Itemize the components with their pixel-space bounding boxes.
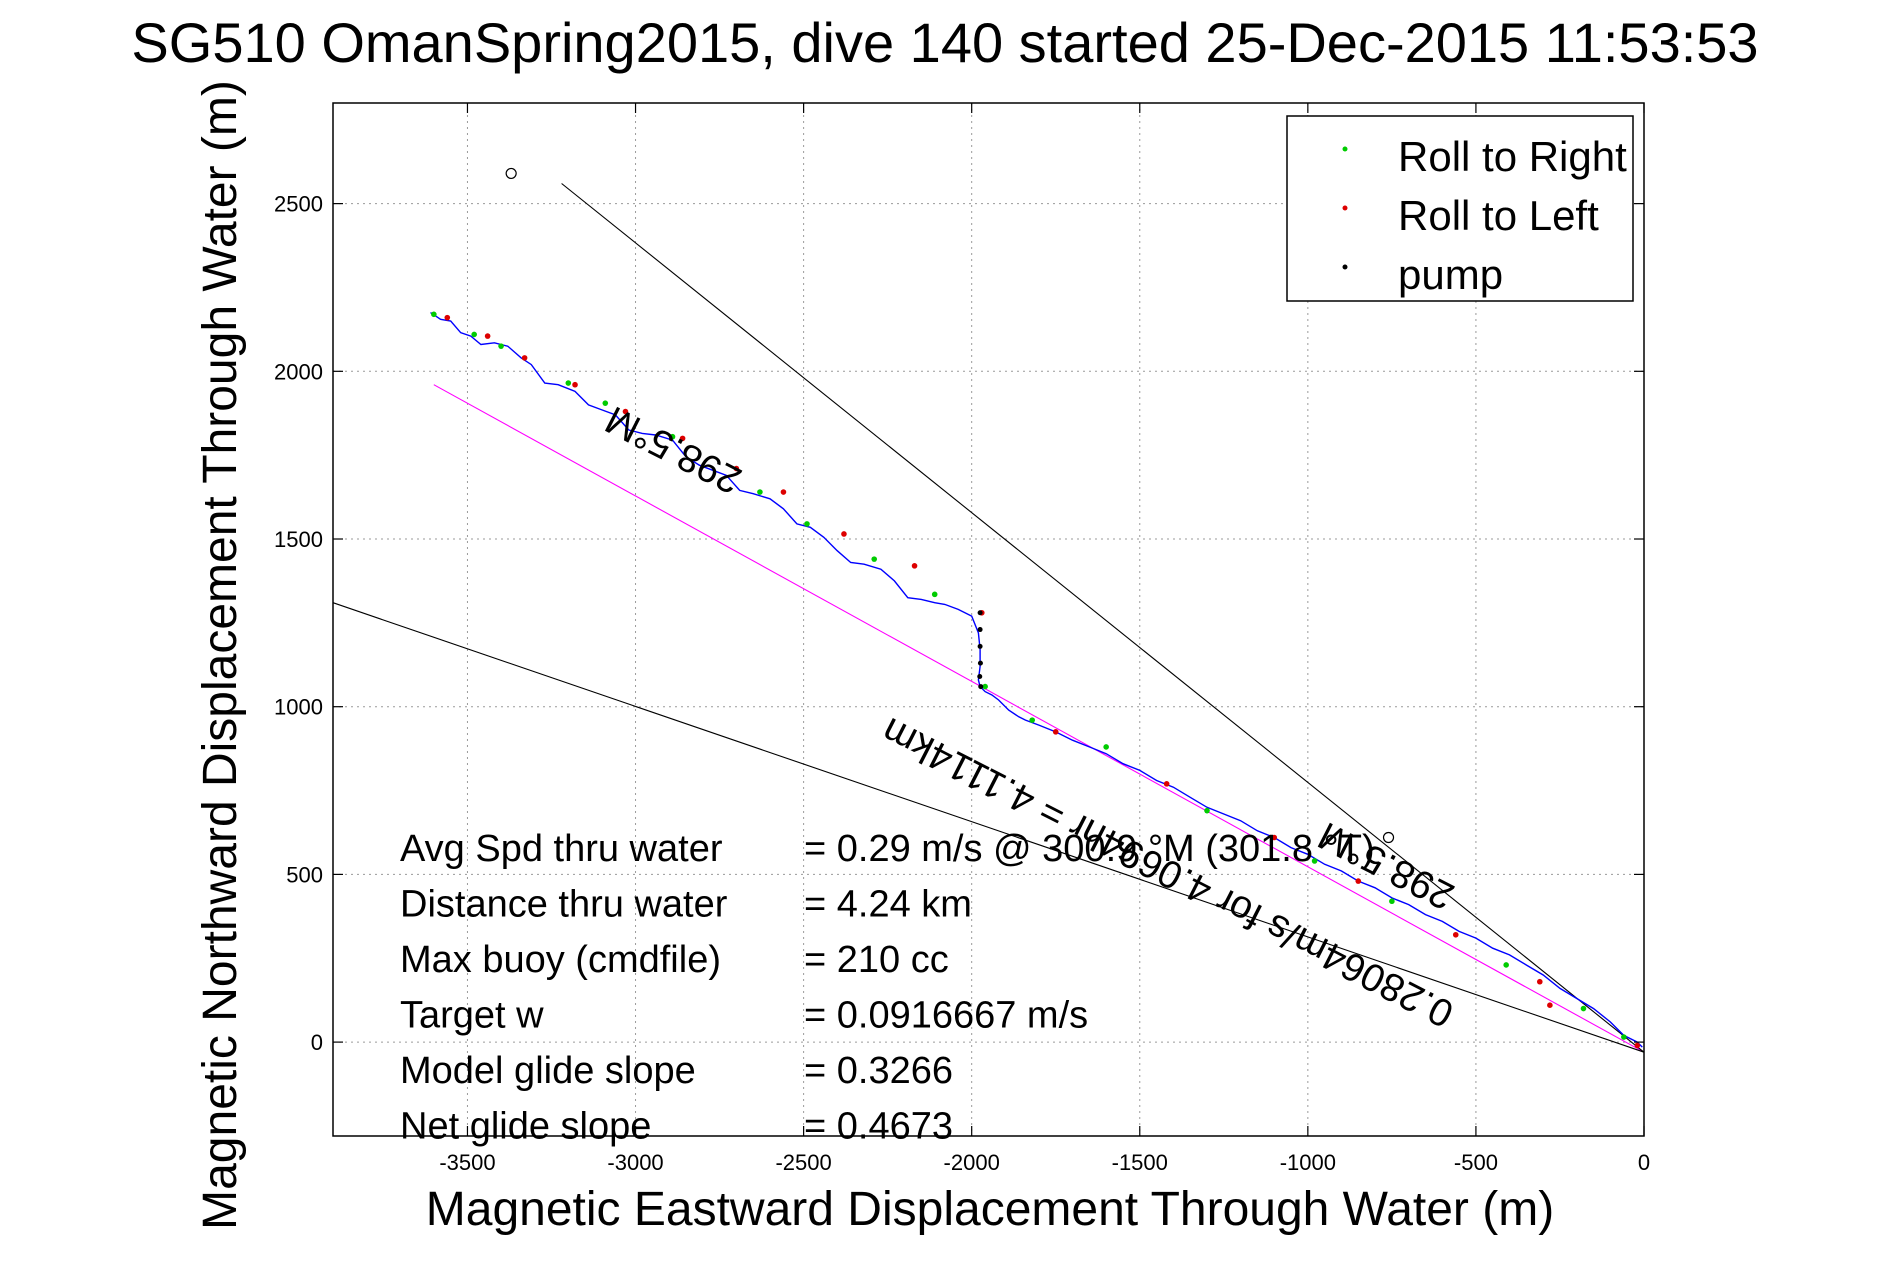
x-tick-label: -1500 [1112,1150,1168,1175]
x-tick-label: -3000 [607,1150,663,1175]
x-tick-label: -1000 [1280,1150,1336,1175]
stat-value: = 0.3266 [804,1050,953,1092]
marker-left [622,408,629,415]
track-line [430,312,1643,1048]
marker-left [780,489,787,495]
marker-left [911,563,918,569]
stat-value: = 210 cc [804,939,949,981]
endpoint-circle [1382,831,1395,844]
marker-left [841,531,847,537]
y-tick-label: 0 [311,1030,323,1055]
marker-right [804,521,810,527]
stat-value: = 4.24 km [804,884,972,926]
legend-marker-roll-left [1342,205,1348,211]
marker-right [1204,807,1210,814]
marker-right [1580,1005,1587,1012]
marker-pump [977,660,983,666]
track-annotations: 298.5°M0.28064m/s for 4.0694hr = 4.1114k… [599,397,1461,1035]
y-tick-label: 2500 [274,192,323,217]
marker-pump [978,684,984,690]
legend-label-roll-left: Roll to Left [1398,192,1599,239]
y-tick-label: 1500 [274,527,323,552]
axis-ticks: -3500 -3000 -2500 -2000 -1500 -1000 -500 0 0 500 1… [274,103,1650,1175]
endpoint-circle [505,167,517,180]
legend-marker-pump [1342,264,1348,270]
marker-left [484,333,491,339]
marker-right [1503,962,1509,968]
y-tick-label: 1000 [274,695,323,720]
marker-right [1103,744,1109,750]
marker-left [521,355,528,361]
chart-title: SG510 OmanSpring2015, dive 140 started 2… [131,11,1758,74]
marker-left [1052,729,1059,735]
stat-label: Net glide slope [400,1106,651,1148]
marker-left [1163,781,1170,787]
stat-value: = 0.0916667 m/s [804,995,1088,1037]
stats-panel: Avg Spd thru water = 0.29 m/s @ 300.9 °M … [400,828,1375,1148]
plot-frame [332,102,1645,1137]
stat-label: Max buoy (cmdfile) [400,939,721,981]
marker-right [602,400,609,406]
stat-value: = 0.4673 [804,1106,953,1148]
marker-left [1452,931,1459,938]
stat-value: = 0.29 m/s @ 300.9 °M (301.8 °T) [804,828,1375,870]
marker-right [431,311,437,318]
marker-right [471,331,477,338]
marker-right [669,433,676,440]
track-annotation: 298.5°M [599,397,748,501]
reference-line [561,183,1645,1053]
x-tick-label: -2500 [775,1150,831,1175]
marker-right [498,343,504,349]
marker-left [679,435,686,442]
stat-label: Model glide slope [400,1050,696,1092]
legend: Roll to Right Roll to Left pump [1286,115,1634,302]
reference-lines [332,167,1645,1053]
marker-left [1271,834,1278,841]
marker-pump [977,643,983,649]
legend-label-pump: pump [1398,251,1503,298]
marker-left [1536,978,1543,985]
marker-left [444,314,451,321]
marker-right [871,556,878,562]
x-tick-label: 0 [1638,1150,1650,1175]
stat-label: Avg Spd thru water [400,828,723,870]
reference-line [332,602,1645,1053]
marker-pump [977,610,983,616]
x-tick-label: -500 [1454,1150,1498,1175]
marker-right [1029,717,1035,723]
marker-pump [977,627,983,633]
x-tick-label: -3500 [439,1150,495,1175]
marker-right [757,489,763,495]
y-tick-label: 500 [286,862,323,887]
stat-label: Target w [400,995,544,1037]
y-tick-label: 2000 [274,359,323,384]
marker-right [982,683,988,690]
marker-right [931,591,938,598]
x-tick-label: -2000 [944,1150,1000,1175]
marker-left [733,465,740,472]
marker-left [1634,1042,1641,1049]
stat-label: Distance thru water [400,884,728,926]
marker-right [1621,1034,1627,1040]
legend-marker-roll-right [1342,146,1348,152]
legend-label-roll-right: Roll to Right [1398,133,1627,180]
marker-left [572,381,578,388]
marker-left [1355,878,1362,884]
glider-track [430,312,1643,1048]
marker-pump [977,674,983,680]
marker-right [1311,858,1318,864]
mean-heading-line [433,384,1645,1053]
roll-markers [431,311,1641,1049]
y-axis-label: Magnetic Northward Displacement Through … [194,80,247,1230]
marker-right [565,380,572,386]
marker-left [1547,1002,1553,1008]
x-axis-label: Magnetic Eastward Displacement Through W… [426,1183,1554,1236]
marker-right [1389,898,1395,905]
